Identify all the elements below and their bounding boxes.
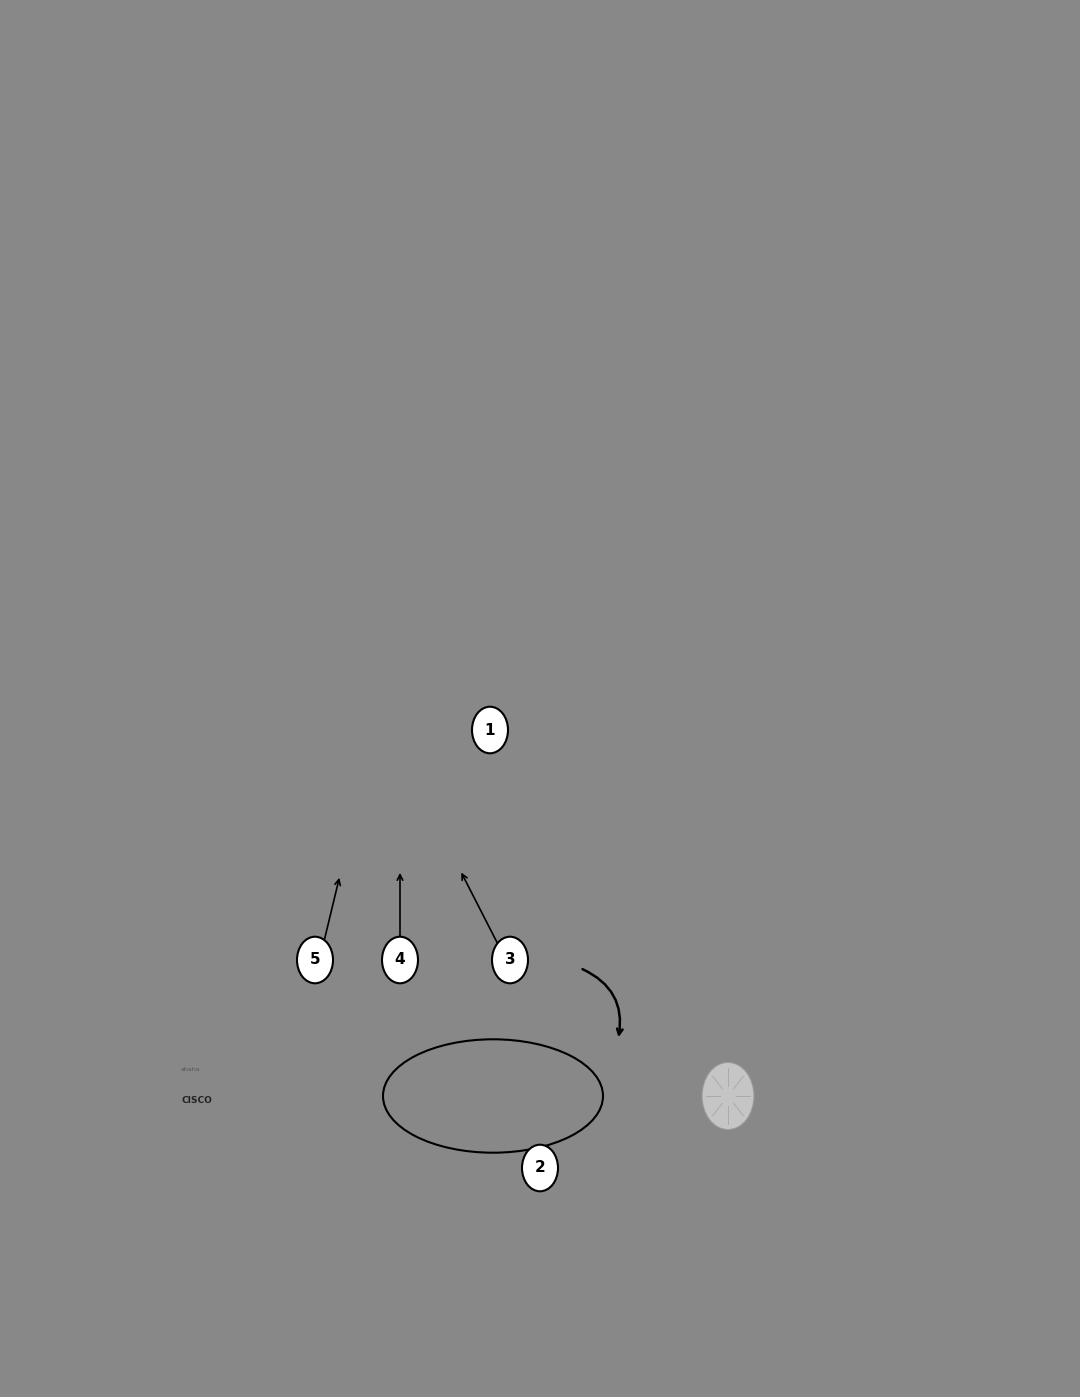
Bar: [0, 1340, 75, 1375]
Bar: [793, 599, 838, 676]
Text: Cisco 170 Series Hardware Installation Guide: Cisco 170 Series Hardware Installation G…: [399, 1351, 681, 1363]
Text: Rear Panel Ports: Rear Panel Ports: [45, 450, 332, 479]
Text: Chapter: Chapter: [954, 25, 1010, 39]
Circle shape: [230, 630, 235, 636]
Text: •: •: [382, 331, 390, 344]
Text: •: •: [382, 217, 390, 231]
Text: 303153: 303153: [826, 616, 836, 654]
Bar: [778, 1063, 800, 1129]
Circle shape: [348, 732, 372, 764]
Circle shape: [710, 595, 777, 680]
Text: •: •: [382, 352, 390, 365]
Bar: [288, 613, 313, 661]
Circle shape: [703, 585, 783, 689]
Text: Description: Description: [372, 94, 462, 108]
Text: CISCO: CISCO: [188, 633, 214, 643]
Circle shape: [230, 648, 235, 655]
Text: HD1: HD1: [195, 268, 228, 282]
Text: OL-28365-01: OL-28365-01: [920, 1351, 1010, 1363]
Bar: [475, 1055, 488, 1085]
Text: •: •: [382, 155, 390, 168]
Text: 2: 2: [535, 1161, 545, 1175]
Text: Flashing green—Proportioned to read/write activity.: Flashing green—Proportioned to read/writ…: [394, 155, 762, 169]
Text: Rear Panel and Ports for Cisco S170: Rear Panel and Ports for Cisco S170: [280, 569, 561, 583]
Text: ahaha: ahaha: [188, 622, 207, 626]
Ellipse shape: [280, 719, 700, 960]
Bar: [45, 42, 63, 59]
Bar: [411, 1055, 424, 1085]
Text: show the rear panel and ports that are available on the Cisco S170 model.: show the rear panel and ports that are a…: [333, 529, 890, 543]
Circle shape: [692, 1049, 764, 1143]
Text: Solid amber—Hard disk drive failure.: Solid amber—Hard disk drive failure.: [394, 310, 659, 324]
Text: This section describes the rear panel ports on the Cisco 170 series appliance.: This section describes the rear panel po…: [175, 509, 753, 522]
Circle shape: [241, 648, 245, 655]
Text: Indicates Hard Disk Drive 0 status:: Indicates Hard Disk Drive 0 status:: [372, 131, 621, 147]
Text: Off—No hard disk drive present.: Off—No hard disk drive present.: [394, 217, 624, 231]
Text: 1-6: 1-6: [25, 1350, 50, 1363]
Text: •: •: [382, 196, 390, 210]
Bar: [523, 1055, 536, 1085]
Bar: [390, 731, 590, 750]
Circle shape: [702, 1062, 754, 1130]
Bar: [178, 599, 258, 676]
Circle shape: [824, 1077, 854, 1115]
Text: 3: 3: [504, 953, 515, 968]
Circle shape: [522, 1144, 558, 1192]
Bar: [806, 1073, 822, 1120]
Text: 1: 1: [485, 722, 496, 738]
Text: •: •: [382, 291, 390, 303]
Text: Rear Panel Ports for Cisco S170: Rear Panel Ports for Cisco S170: [280, 710, 526, 724]
Bar: [427, 1055, 440, 1085]
Text: Figure 1-7: Figure 1-7: [270, 529, 347, 543]
Circle shape: [297, 937, 333, 983]
Text: HD0: HD0: [195, 133, 228, 147]
Circle shape: [241, 630, 245, 636]
Text: Flashing amber—Hard disk drive being rebuilt.: Flashing amber—Hard disk drive being reb…: [394, 196, 729, 210]
Bar: [459, 1055, 472, 1085]
Circle shape: [472, 707, 508, 753]
Bar: [297, 855, 318, 870]
Text: 5: 5: [310, 953, 321, 968]
Text: Figure 1-6: Figure 1-6: [175, 529, 253, 543]
Text: 303136: 303136: [849, 1077, 859, 1113]
Bar: [443, 1055, 456, 1085]
Text: LED: LED: [195, 94, 229, 108]
Text: Indicates Hard Disk Drive 1 status:: Indicates Hard Disk Drive 1 status:: [372, 267, 621, 281]
Text: Flashing green—Proportioned to read/write activity.: Flashing green—Proportioned to read/writ…: [394, 291, 762, 305]
Bar: [163, 1042, 845, 1150]
Text: •: •: [382, 310, 390, 323]
Text: Figure 1-6: Figure 1-6: [175, 569, 255, 583]
Bar: [167, 1051, 295, 1141]
Text: •: •: [382, 175, 390, 189]
Text: Solid amber—Hard disk drive failure.: Solid amber—Hard disk drive failure.: [394, 175, 659, 189]
Bar: [173, 590, 820, 685]
Text: 3: 3: [153, 136, 163, 149]
Circle shape: [382, 937, 418, 983]
Text: CISCO: CISCO: [181, 1095, 212, 1105]
Bar: [507, 1055, 519, 1085]
Bar: [491, 1055, 504, 1085]
Text: 4: 4: [394, 953, 405, 968]
Circle shape: [492, 937, 528, 983]
Text: and: and: [238, 529, 275, 543]
Text: Figure 1-7: Figure 1-7: [175, 710, 255, 724]
Text: 4: 4: [153, 270, 163, 284]
